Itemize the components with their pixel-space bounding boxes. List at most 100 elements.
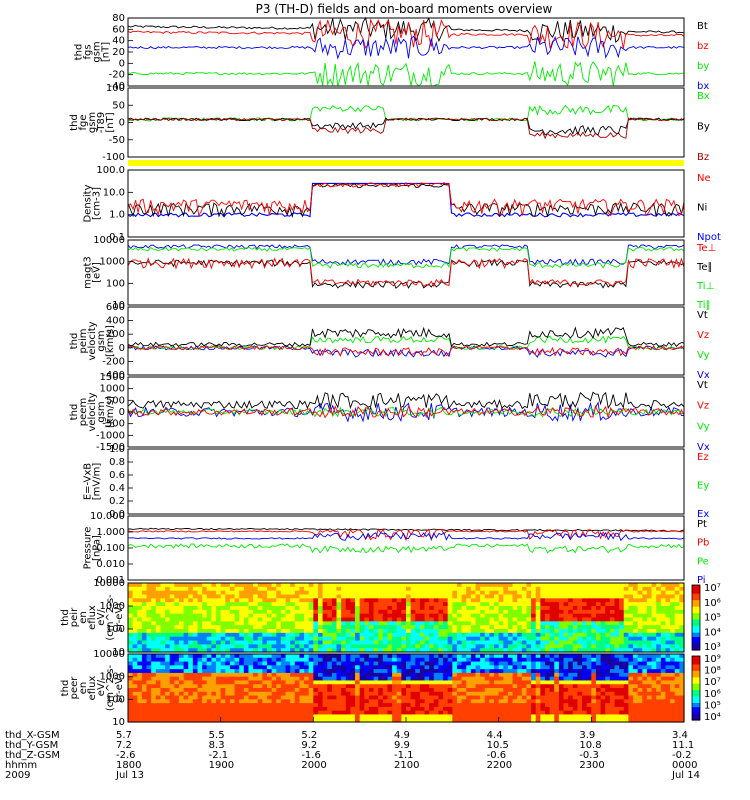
heatmap-cell — [146, 695, 152, 700]
heatmap-cell — [507, 625, 514, 630]
heatmap-cell — [633, 654, 639, 659]
heatmap-cell — [535, 688, 541, 693]
heatmap-cell — [406, 695, 412, 700]
heatmap-cell — [489, 684, 495, 689]
heatmap-cell — [507, 583, 514, 588]
heatmap-cell — [313, 654, 319, 659]
heatmap-cell — [155, 718, 162, 723]
heatmap-cell — [271, 648, 277, 653]
heatmap-cell — [535, 648, 541, 653]
heatmap-cell — [665, 706, 671, 712]
heatmap-cell — [475, 636, 481, 642]
heatmap-cell — [253, 703, 259, 708]
heatmap-cell — [670, 636, 676, 642]
heatmap-cell — [586, 613, 592, 619]
heatmap-cell — [410, 691, 416, 697]
heatmap-cell — [313, 636, 319, 642]
heatmap-cell — [243, 688, 250, 693]
heatmap-cell — [433, 640, 440, 645]
heatmap-cell — [540, 598, 546, 603]
heatmap-cell — [267, 648, 273, 653]
time-row-value: 2300 — [579, 760, 604, 771]
yaxis-density: 100.010.01.00.1 — [96, 165, 133, 243]
heatmap-cell — [364, 583, 370, 588]
heatmap-cell — [132, 590, 138, 596]
heatmap-cell — [248, 695, 254, 700]
heatmap-cell — [368, 703, 375, 708]
heatmap-cell — [480, 598, 486, 603]
heatmap-cell — [155, 654, 162, 659]
heatmap-cell — [646, 665, 653, 670]
heatmap-cell — [554, 661, 560, 666]
heatmap-cell — [211, 621, 217, 626]
heatmap-cell — [484, 594, 490, 599]
heatmap-cell — [470, 648, 477, 653]
heatmap-cell — [605, 703, 611, 708]
heatmap-cell — [438, 657, 444, 663]
heatmap-cell — [605, 644, 611, 649]
heatmap-cell — [373, 644, 379, 649]
heatmap-cell — [614, 640, 620, 645]
heatmap-cell — [447, 583, 453, 588]
heatmap-cell — [619, 644, 625, 649]
heatmap-cell — [475, 621, 481, 626]
heatmap-cell — [438, 629, 444, 634]
heatmap-cell — [563, 680, 569, 685]
colorbar-swatch — [692, 666, 700, 670]
heatmap-cell — [623, 691, 629, 697]
heatmap-cell — [378, 672, 384, 678]
heatmap-cell — [679, 648, 685, 653]
heatmap-cell — [595, 672, 602, 678]
heatmap-cell — [531, 669, 537, 674]
heatmap-cell — [151, 665, 157, 670]
heatmap-cell — [239, 657, 245, 663]
heatmap-cell — [563, 609, 569, 615]
heatmap-cell — [155, 629, 162, 634]
heatmap-cell — [591, 632, 597, 638]
heatmap-cell — [517, 669, 523, 674]
heatmap-cell — [285, 695, 291, 700]
ytick-label: 50 — [112, 100, 125, 111]
heatmap-cell — [192, 625, 199, 630]
heatmap-cell — [355, 598, 361, 603]
heatmap-cell — [294, 613, 301, 619]
heatmap-cell — [633, 657, 639, 663]
heatmap-cell — [660, 654, 667, 659]
heatmap-cell — [317, 703, 324, 708]
heatmap-cell — [572, 629, 579, 634]
heatmap-cell — [605, 688, 611, 693]
series-Vy — [127, 406, 685, 418]
heatmap-cell — [220, 636, 226, 642]
heatmap-cell — [183, 613, 189, 619]
heatmap-cell — [192, 718, 199, 723]
heatmap-cell — [368, 710, 375, 716]
heatmap-cell — [239, 676, 245, 682]
heatmap-cell — [262, 583, 268, 588]
heatmap-cell — [141, 714, 148, 719]
heatmap-cell — [438, 640, 444, 645]
heatmap-cell — [345, 691, 351, 697]
heatmap-cell — [494, 657, 500, 663]
heatmap-cell — [294, 583, 301, 588]
heatmap-cell — [572, 644, 579, 649]
heatmap-cell — [447, 629, 453, 634]
heatmap-cell — [531, 640, 537, 645]
heatmap-cell — [178, 695, 185, 700]
heatmap-cell — [568, 706, 574, 712]
heatmap-cell — [679, 680, 685, 685]
heatmap-cell — [350, 617, 356, 622]
heatmap-cell — [285, 676, 291, 682]
heatmap-cell — [517, 654, 523, 659]
heatmap-cell — [151, 613, 157, 619]
heatmap-cell — [452, 691, 458, 697]
heatmap-cell — [415, 648, 421, 653]
heatmap-cell — [137, 644, 143, 649]
heatmap-cell — [512, 606, 518, 611]
heatmap-cell — [429, 606, 435, 611]
heatmap-cell — [257, 680, 263, 685]
heatmap-cell — [401, 672, 407, 678]
heatmap-cell — [595, 640, 602, 645]
heatmap-cell — [614, 710, 620, 716]
heatmap-cell — [466, 703, 472, 708]
heatmap-cell — [466, 594, 472, 599]
